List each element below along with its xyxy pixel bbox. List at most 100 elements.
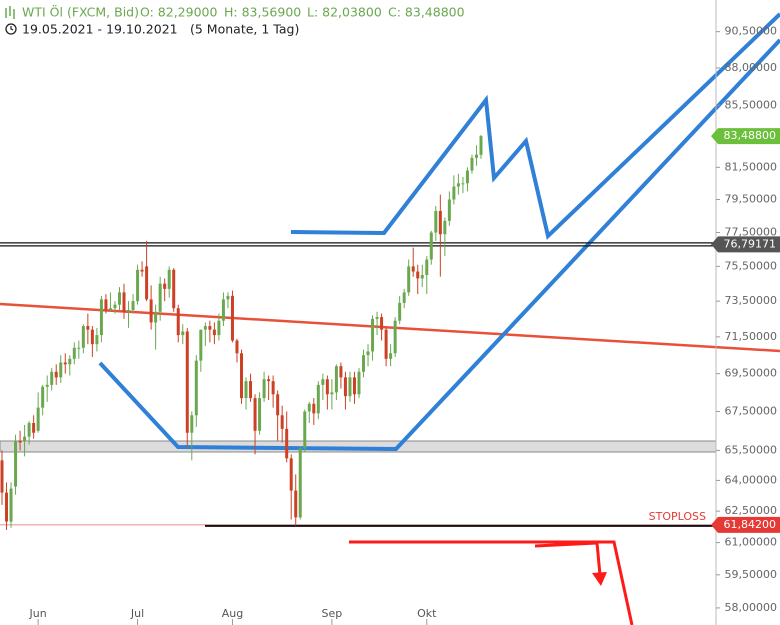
candle-body — [86, 326, 90, 330]
ohlc-label: H: 83,56900 — [224, 5, 301, 20]
candle-body — [90, 329, 94, 345]
candle-body — [77, 347, 81, 349]
candle-body — [316, 384, 320, 414]
candle-body — [113, 304, 117, 309]
candle-body — [289, 458, 293, 491]
ohlc-label: L: 82,03800 — [307, 5, 382, 20]
candle-body — [407, 266, 411, 293]
candle-body — [59, 362, 63, 378]
candle-body — [18, 440, 22, 443]
candle-body — [23, 436, 27, 441]
candle-body — [108, 308, 112, 310]
candle-body — [136, 269, 140, 302]
y-tick-label: 64,00000 — [725, 473, 778, 486]
candle-body — [443, 220, 447, 235]
candle-body — [158, 283, 162, 312]
candle-body — [50, 371, 54, 385]
y-tick-label: 77,50000 — [725, 226, 778, 239]
candle-body — [0, 460, 4, 493]
candle-body — [339, 366, 343, 378]
candle-body — [14, 440, 18, 487]
candle-body — [127, 309, 131, 312]
y-tick-label: 75,50000 — [725, 259, 778, 272]
candle-body — [203, 326, 207, 330]
candle-body — [357, 371, 361, 395]
candle-body — [68, 358, 72, 365]
candle-body — [398, 302, 402, 321]
y-tick-label: 59,50000 — [725, 568, 778, 581]
candle-body — [474, 154, 478, 158]
candle-body — [27, 423, 31, 437]
candle-body — [131, 301, 135, 310]
x-tick-label: Jun — [29, 607, 47, 620]
candle-body — [352, 377, 356, 395]
candle-body — [235, 340, 239, 354]
y-tick-label: 71,50000 — [725, 330, 778, 343]
candle-body — [249, 381, 253, 399]
candle-body — [276, 394, 280, 416]
candle-body — [303, 411, 307, 449]
candle-body — [321, 379, 325, 385]
candle-body — [176, 308, 180, 336]
candle-body — [307, 403, 311, 412]
candle-body — [217, 320, 221, 336]
stoploss-arrow — [534, 541, 602, 576]
candle-body — [420, 274, 424, 279]
y-tick-label: 85,50000 — [725, 98, 778, 111]
candle-body — [212, 329, 216, 336]
clock-hands — [10, 26, 14, 31]
candle-body — [167, 269, 171, 289]
candle-body — [402, 292, 406, 303]
candle-body — [298, 448, 302, 518]
candle-body — [32, 423, 36, 433]
y-tick-label: 73,50000 — [725, 294, 778, 307]
stoploss-arrow — [349, 540, 634, 625]
candle-body — [425, 259, 429, 275]
candle-body — [343, 377, 347, 397]
candle-body — [262, 379, 266, 399]
candle-body — [5, 492, 9, 522]
ohlc-label: O: 82,29000 — [140, 5, 217, 20]
date-range: 19.05.2021 - 19.10.2021 — [22, 22, 178, 37]
candle-body — [294, 490, 298, 518]
candle-body — [149, 299, 153, 323]
candle-body — [99, 299, 103, 336]
y-tick-label: 81,50000 — [725, 160, 778, 173]
x-tick-label: Okt — [417, 607, 437, 620]
candle-body — [280, 415, 284, 429]
x-tick-label: Aug — [222, 607, 243, 620]
y-tick-label: 61,00000 — [725, 536, 778, 549]
header: WTI Öl (FXCM, Bid) O: 82,29000 H: 83,569… — [5, 4, 465, 37]
candle-body — [334, 366, 338, 393]
candle-body — [447, 199, 451, 221]
candle-body — [312, 403, 316, 414]
candle-body — [36, 407, 40, 431]
candle-body — [362, 355, 366, 372]
y-tick-label: 79,50000 — [725, 193, 778, 206]
candle-body — [479, 136, 483, 155]
candle-body — [45, 384, 49, 387]
period: (5 Monate, 1 Tag) — [190, 22, 299, 37]
candle-body — [172, 269, 176, 309]
projection-line — [290, 12, 780, 240]
candle-body — [54, 371, 58, 378]
ohlc-label: C: 83,48800 — [388, 5, 465, 20]
y-tick-label: 69,50000 — [725, 367, 778, 380]
candle-body — [104, 299, 108, 310]
candle-body — [240, 353, 243, 399]
candle-body — [81, 326, 85, 348]
price-tag — [711, 516, 780, 533]
stoploss-label: STOPLOSS — [649, 510, 706, 523]
candle-body — [72, 347, 76, 359]
candle-body — [470, 157, 474, 171]
candle-body — [95, 335, 99, 345]
candle-body — [285, 428, 289, 459]
y-tick-label: 62,50000 — [725, 504, 778, 517]
candle-body — [416, 271, 420, 279]
candle-body — [194, 360, 198, 416]
candle-body — [384, 329, 388, 359]
candle-body — [221, 299, 225, 321]
y-tick-label: 58,00000 — [725, 601, 778, 614]
